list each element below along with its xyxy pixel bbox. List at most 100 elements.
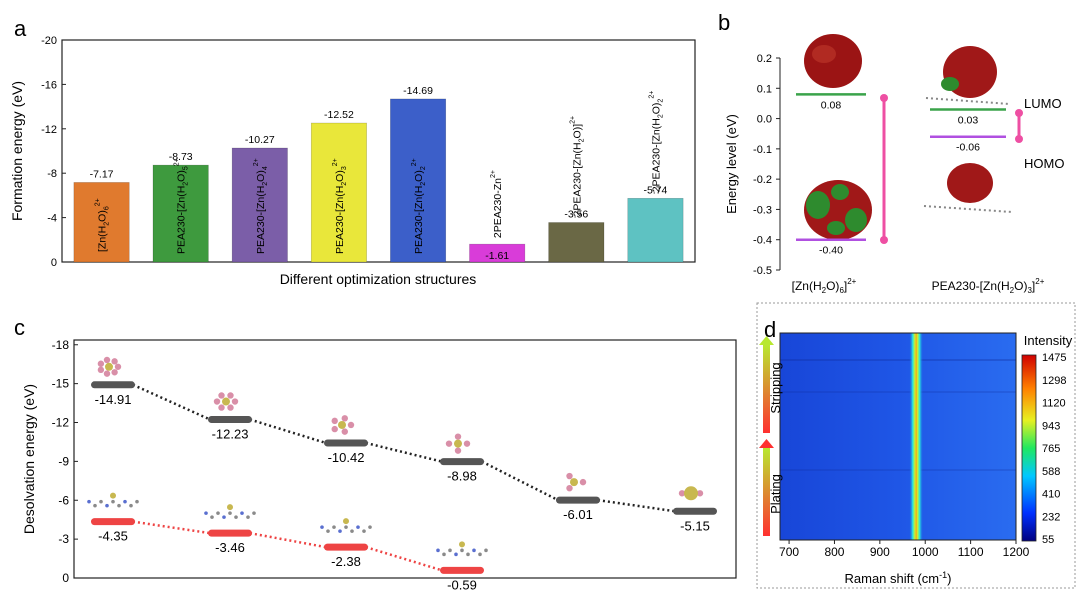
water-atom xyxy=(103,370,111,377)
pea-atom xyxy=(93,503,97,508)
panel-a-y-axis-label: Formation energy (eV) xyxy=(9,81,25,221)
bar xyxy=(548,222,605,263)
bar-value-label: -10.27 xyxy=(245,134,275,146)
panel-b-y-ticks: -0.5 -0.4 -0.3 -0.2 -0.1 0.0 0.1 0.2 xyxy=(753,53,780,277)
water-atom xyxy=(103,356,111,364)
zinc-atom xyxy=(454,439,462,448)
y-tick-label: -0.4 xyxy=(753,235,772,247)
water-atom xyxy=(341,415,348,422)
panel-c-y-axis-label: Desolvation energy (eV) xyxy=(21,384,37,534)
orbital-lumo-zn-h2o6 xyxy=(804,34,862,88)
bar xyxy=(469,243,526,263)
water-atom xyxy=(341,428,348,435)
level-marker xyxy=(673,507,717,515)
bar-value-label: -7.17 xyxy=(90,168,114,180)
lumo-value-label: 0.03 xyxy=(958,114,979,126)
pea-atom xyxy=(234,515,238,519)
pea-atom xyxy=(204,511,208,515)
zinc-atom xyxy=(570,478,578,487)
colorbar-tick-label: 410 xyxy=(1042,489,1060,501)
colorbar-tick-label: 55 xyxy=(1042,534,1054,546)
bar-category-label: 2PEA230-[Zn(H2O)22+ xyxy=(648,91,664,193)
water-atom xyxy=(454,447,462,454)
y-tick-label: -6 xyxy=(58,493,69,507)
panel-b-energy-levels: -0.5 -0.4 -0.3 -0.2 -0.1 0.0 0.1 0.2 Energy lev… xyxy=(724,34,1064,295)
zinc-atom xyxy=(222,397,230,406)
level-value-label: -6.01 xyxy=(563,507,593,522)
pea-atom xyxy=(252,511,256,515)
bar-category-label: PEA230-[Zn(H2O)52+ xyxy=(174,158,190,254)
pea-atom xyxy=(436,548,440,553)
colorbar-tick-label: 1475 xyxy=(1042,352,1066,364)
pea-atom xyxy=(240,511,244,515)
stripping-label: Stripping xyxy=(768,362,783,413)
level-marker xyxy=(556,496,600,504)
x-tick-label: 900 xyxy=(870,545,890,559)
water-atom xyxy=(696,490,704,497)
water-atom xyxy=(566,484,573,492)
series-connector xyxy=(597,498,676,513)
colorbar xyxy=(1021,354,1037,542)
pea-atom xyxy=(117,503,121,508)
pea-atom xyxy=(216,511,220,515)
panel-a-x-axis-label: Different optimization structures xyxy=(280,271,477,287)
y-tick-label: 0.1 xyxy=(757,83,772,95)
water-atom xyxy=(454,433,462,440)
panel-letter-b: b xyxy=(718,10,730,35)
colorbar-tick-label: 588 xyxy=(1042,466,1060,478)
pea-atom xyxy=(111,499,115,504)
colorbar-tick-label: 943 xyxy=(1042,420,1060,432)
structure-label-zn-h2o6: [Zn(H2O)6]2+ xyxy=(792,277,857,295)
pea-atom xyxy=(246,515,250,519)
water-atom xyxy=(97,366,105,374)
water-atom xyxy=(231,398,239,405)
bar-category-label: 2PEA230-Zn2+ xyxy=(490,170,504,238)
pea-atom xyxy=(123,499,127,504)
panel-letter-a: a xyxy=(14,16,27,41)
panel-c-y-ticks: 0 -3 -6 -9 -12 -15 -18 xyxy=(52,338,78,585)
bar xyxy=(310,122,367,263)
y-tick-label: -0.2 xyxy=(753,174,772,186)
level-value-label: -8.98 xyxy=(447,469,477,484)
y-tick-label: -12 xyxy=(52,416,70,430)
panel-a-frame xyxy=(61,39,696,263)
bar-category-label: PEA230-[Zn(H2O)32+ xyxy=(332,158,348,254)
panel-d-dotted-border xyxy=(756,302,1076,589)
y-tick-label: -18 xyxy=(52,338,70,352)
homo-label: HOMO xyxy=(1024,156,1064,171)
panel-c-series: -14.91 -12.23 -10.42 -8.98 -6.01 -5.15 -4.35 -3… xyxy=(91,381,717,591)
pea-atom xyxy=(228,511,232,515)
panel-a-bar-chart: 0-4-8-12-16-20 -7.17[Zn(H2O)62+-8.73PEA2… xyxy=(9,35,696,287)
bar xyxy=(231,147,288,263)
level-marker xyxy=(208,416,252,424)
level-value-label: -10.42 xyxy=(328,450,365,465)
bar-value-label: -1.61 xyxy=(485,250,509,262)
water-atom xyxy=(331,417,338,425)
x-tick-label: 700 xyxy=(779,545,799,559)
zinc-atom xyxy=(459,541,465,548)
pea-atom xyxy=(105,503,109,508)
orbital-lumo-pea230 xyxy=(925,46,1011,105)
y-tick-label: -0.3 xyxy=(753,204,772,216)
bar-value-label: -12.52 xyxy=(324,109,354,121)
water-atom xyxy=(97,360,105,367)
bar xyxy=(152,164,209,263)
x-tick-label: 800 xyxy=(824,545,844,559)
pea-atom xyxy=(320,525,324,529)
level-marker xyxy=(324,543,368,551)
x-tick-label: 1100 xyxy=(958,545,984,559)
water-atom xyxy=(114,363,122,370)
bar-category-label: [Zn(H2O)62+ xyxy=(95,198,111,252)
pea-atom xyxy=(99,499,103,504)
orbital-homo-zn-h2o6 xyxy=(804,180,872,240)
level-value-label: -4.35 xyxy=(98,529,128,544)
bar-value-label: -14.69 xyxy=(403,85,433,97)
panel-a-y-ticks: 0 -4 -8 -12 -16 -20 xyxy=(41,35,66,269)
water-atom xyxy=(347,421,355,429)
level-value-label: -5.15 xyxy=(680,518,710,533)
stripping-arrow xyxy=(759,336,774,433)
level-value-label: -3.46 xyxy=(215,540,245,555)
plating-label: Plating xyxy=(768,474,783,514)
series-connector xyxy=(249,418,327,445)
pea-atom xyxy=(466,552,470,557)
